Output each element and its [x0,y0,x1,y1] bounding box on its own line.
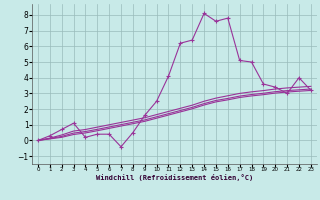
X-axis label: Windchill (Refroidissement éolien,°C): Windchill (Refroidissement éolien,°C) [96,174,253,181]
